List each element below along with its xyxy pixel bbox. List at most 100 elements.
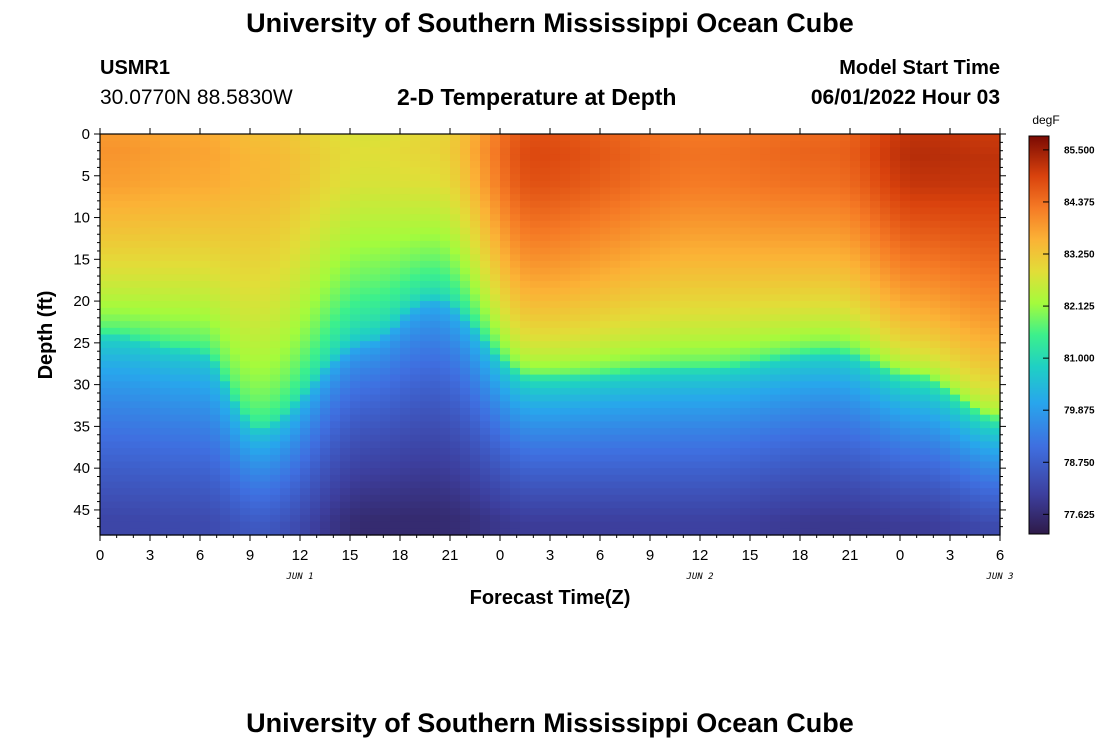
heatmap-cell: [590, 428, 601, 436]
heatmap-cell: [760, 401, 771, 409]
heatmap-cell: [210, 214, 221, 222]
heatmap-cell: [850, 408, 861, 416]
heatmap-cell: [350, 481, 361, 489]
heatmap-cell: [830, 267, 841, 275]
heatmap-cell: [640, 488, 651, 496]
heatmap-cell: [380, 341, 391, 349]
heatmap-cell: [150, 448, 161, 456]
heatmap-cell: [620, 227, 631, 235]
heatmap-cell: [550, 247, 561, 255]
heatmap-cell: [210, 494, 221, 503]
heatmap-cell: [270, 187, 281, 195]
heatmap-cell: [340, 428, 351, 436]
heatmap-cell: [310, 301, 321, 309]
heatmap-cell: [600, 448, 611, 456]
heatmap-cell: [110, 508, 121, 516]
heatmap-cell: [360, 387, 371, 396]
heatmap-cell: [160, 267, 171, 275]
heatmap-cell: [830, 254, 841, 262]
heatmap-cell: [550, 441, 561, 449]
heatmap-cell: [740, 347, 751, 356]
heatmap-cell: [800, 414, 811, 422]
heatmap-cell: [700, 287, 711, 295]
heatmap-cell: [390, 154, 401, 162]
heatmap-cell: [470, 301, 481, 309]
heatmap-cell: [920, 361, 931, 369]
heatmap-cell: [640, 481, 651, 489]
heatmap-cell: [570, 334, 581, 342]
heatmap-cell: [520, 154, 531, 162]
heatmap-cell: [670, 508, 681, 516]
heatmap-cell: [170, 341, 181, 349]
heatmap-cell: [280, 147, 291, 155]
heatmap-cell: [710, 461, 721, 469]
station-id: USMR1: [100, 57, 171, 79]
heatmap-cell: [230, 494, 241, 503]
heatmap-cell: [470, 160, 481, 169]
heatmap-cell: [500, 394, 511, 402]
heatmap-cell: [430, 414, 441, 422]
heatmap-cell: [770, 314, 781, 322]
heatmap-cell: [370, 321, 381, 329]
heatmap-cell: [640, 200, 651, 209]
heatmap-cell: [250, 421, 261, 429]
heatmap-cell: [210, 187, 221, 195]
heatmap-cell: [340, 267, 351, 275]
heatmap-cell: [840, 528, 851, 536]
heatmap-cell: [260, 528, 271, 536]
heatmap-cell: [750, 488, 761, 496]
heatmap-cell: [270, 381, 281, 389]
heatmap-cell: [570, 247, 581, 255]
heatmap-cell: [890, 214, 901, 222]
heatmap-cell: [650, 154, 661, 162]
heatmap-cell: [420, 387, 431, 396]
heatmap-cell: [290, 408, 301, 416]
heatmap-cell: [180, 461, 191, 469]
heatmap-cell: [420, 401, 431, 409]
heatmap-cell: [180, 321, 191, 329]
heatmap-cell: [760, 361, 771, 369]
heatmap-cell: [610, 387, 621, 396]
heatmap-cell: [660, 194, 671, 202]
heatmap-cell: [100, 474, 111, 483]
heatmap-cell: [400, 167, 411, 175]
heatmap-cell: [510, 408, 521, 416]
heatmap-cell: [850, 508, 861, 516]
heatmap-cell: [260, 474, 271, 483]
heatmap-cell: [380, 334, 391, 342]
heatmap-cell: [300, 521, 311, 529]
heatmap-cell: [790, 454, 801, 463]
heatmap-cell: [760, 274, 771, 282]
heatmap-cell: [230, 180, 241, 189]
heatmap-cell: [370, 514, 381, 523]
heatmap-cell: [340, 174, 351, 182]
heatmap-cell: [700, 354, 711, 362]
heatmap-cell: [260, 194, 271, 202]
heatmap-cell: [830, 341, 841, 349]
heatmap-cell: [160, 454, 171, 463]
heatmap-cell: [150, 401, 161, 409]
heatmap-cell: [140, 254, 151, 262]
heatmap-cell: [620, 321, 631, 329]
heatmap-cell: [830, 367, 841, 376]
heatmap-cell: [880, 414, 891, 422]
heatmap-cell: [170, 468, 181, 476]
heatmap-cell: [380, 147, 391, 155]
heatmap-cell: [180, 394, 191, 402]
heatmap-cell: [440, 374, 451, 382]
heatmap-cell: [810, 134, 821, 142]
heatmap-cell: [260, 341, 271, 349]
heatmap-cell: [320, 154, 331, 162]
heatmap-cell: [360, 314, 371, 322]
heatmap-cell: [280, 227, 291, 235]
heatmap-cell: [220, 254, 231, 262]
heatmap-cell: [860, 341, 871, 349]
heatmap-cell: [700, 361, 711, 369]
heatmap-cell: [320, 281, 331, 289]
heatmap-cell: [580, 180, 591, 189]
heatmap-cell: [920, 307, 931, 316]
heatmap-cell: [410, 414, 421, 422]
heatmap-cell: [640, 294, 651, 302]
heatmap-cell: [800, 254, 811, 262]
heatmap-cell: [250, 521, 261, 529]
